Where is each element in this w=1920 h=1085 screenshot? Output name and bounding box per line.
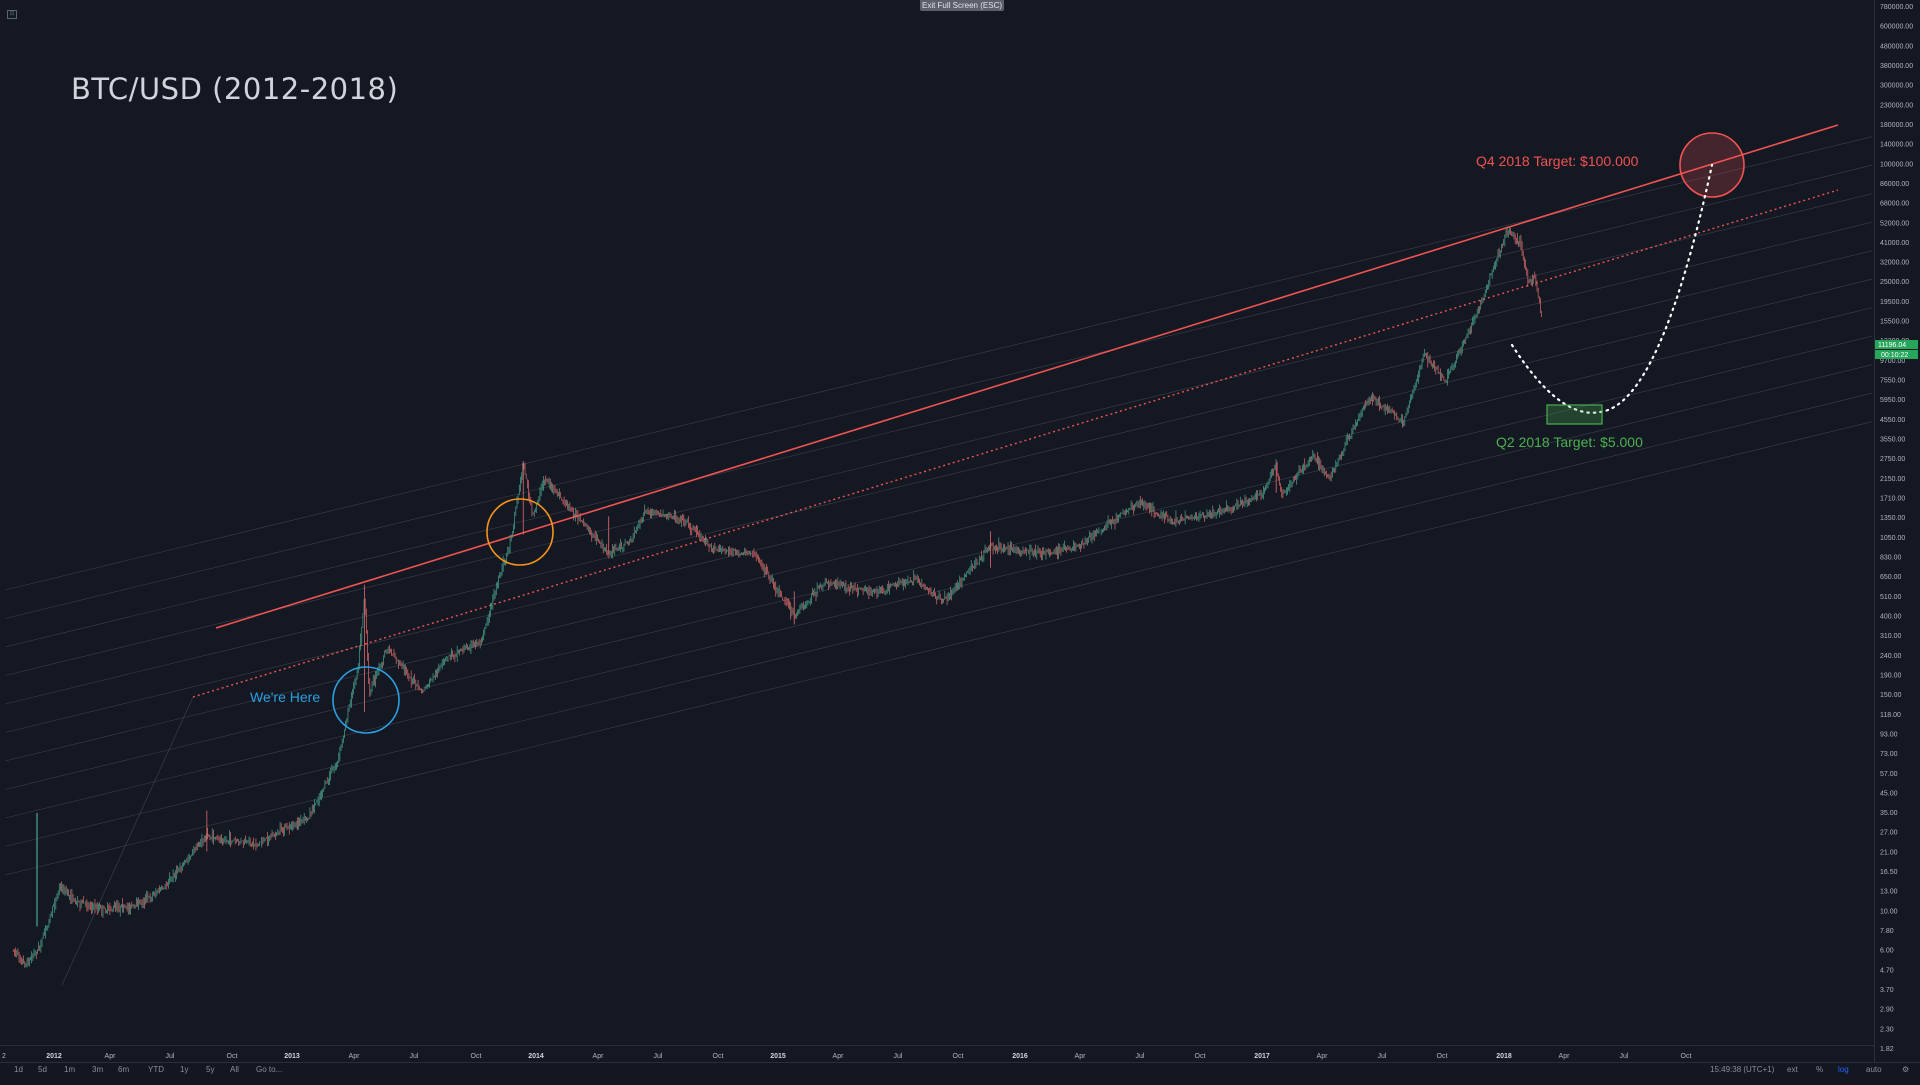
target-q4-label: Q4 2018 Target: $100.000 [1476, 153, 1639, 169]
channel-line [4, 193, 1873, 648]
target-q2-box [1546, 404, 1603, 425]
target-q2-label: Q2 2018 Target: $5.000 [1496, 434, 1643, 450]
timeframe-button[interactable]: 1m [64, 1065, 76, 1074]
panel-toggle-icon[interactable]: ⊟ [7, 10, 17, 19]
channel-line [4, 335, 1873, 790]
channel-line [4, 392, 1873, 847]
bottom-toolbar: 1d 5d 1m 3m 6m YTD 1y 5y All Go to... 15:49:38 (U… [0, 1062, 1920, 1081]
chart-title: BTC/USD (2012-2018) [71, 72, 399, 106]
top-2013-circle [486, 498, 554, 566]
settings-gear-icon[interactable]: ⚙ [1902, 1065, 1910, 1074]
were-here-label: We're Here [250, 689, 320, 705]
exit-fullscreen-button[interactable]: Exit Full Screen (ESC) [920, 0, 1004, 11]
projection-path [1510, 163, 1714, 414]
timeframe-button[interactable]: 1y [180, 1065, 189, 1074]
timeframe-button[interactable]: All [230, 1065, 239, 1074]
price-axis[interactable] [1874, 0, 1920, 1062]
were-here-circle [332, 666, 400, 734]
channel-line [4, 421, 1873, 876]
timeframe-button[interactable]: 3m [92, 1065, 104, 1074]
log-button[interactable]: log [1838, 1065, 1849, 1074]
channel-connector-line [61, 696, 194, 986]
time-axis[interactable] [0, 1045, 1874, 1063]
channel-line [4, 364, 1873, 819]
timeframe-button[interactable]: 6m [118, 1065, 130, 1074]
resistance-line-solid [215, 124, 1839, 629]
clock-readout: 15:49:38 (UTC+1) [1710, 1065, 1775, 1074]
channel-line [4, 307, 1873, 762]
channel-line [4, 278, 1873, 733]
timeframe-button[interactable]: 5y [206, 1065, 215, 1074]
timeframe-button[interactable]: 1d [14, 1065, 23, 1074]
channel-line [4, 221, 1873, 676]
channel-line [4, 136, 1873, 591]
percent-button[interactable]: % [1816, 1065, 1824, 1074]
timeframe-button[interactable]: YTD [148, 1065, 164, 1074]
ext-button[interactable]: ext [1787, 1065, 1798, 1074]
timeframe-button[interactable]: Go to... [256, 1065, 283, 1074]
resistance-line-dotted [192, 189, 1839, 698]
timeframe-button[interactable]: 5d [38, 1065, 47, 1074]
channel-line [4, 250, 1873, 705]
auto-button[interactable]: auto [1866, 1065, 1882, 1074]
candles-group [12, 226, 1542, 968]
channel-line [4, 164, 1873, 619]
